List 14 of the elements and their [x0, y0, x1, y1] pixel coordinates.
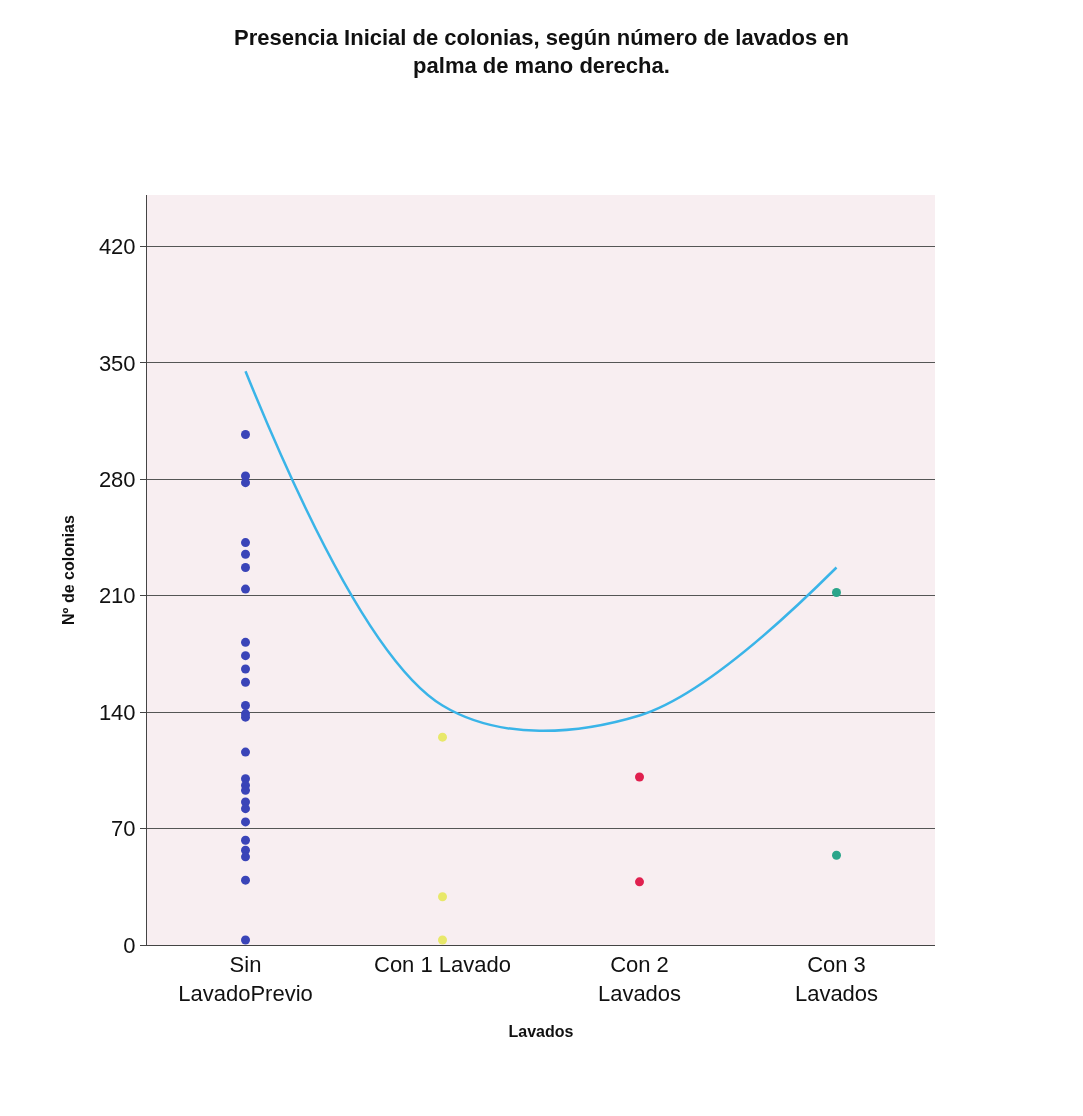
y-tick-label: 280 — [98, 467, 136, 493]
y-axis-title: Nº de colonias — [59, 514, 77, 625]
y-tick-label: 140 — [98, 699, 136, 725]
x-tick-label: Con 2 Lavados — [597, 952, 682, 1006]
x-tick-label: Con 3 Lavados — [794, 952, 879, 1006]
x-tick-label: Con 1 Lavado — [374, 952, 511, 978]
y-tick-label: 420 — [98, 234, 136, 260]
chart-title: Presencia Inicial de colonias, según número de lavados en palma de mano derecha. — [234, 24, 849, 79]
y-tick-label: 70 — [111, 816, 136, 842]
y-tick-label: 350 — [98, 350, 136, 376]
x-tick-label: Sin LavadoPrevio — [178, 952, 313, 1006]
y-tick-label: 210 — [98, 583, 136, 609]
x-axis-title: Lavados — [508, 1022, 574, 1040]
y-tick-label: 0 — [123, 932, 136, 958]
